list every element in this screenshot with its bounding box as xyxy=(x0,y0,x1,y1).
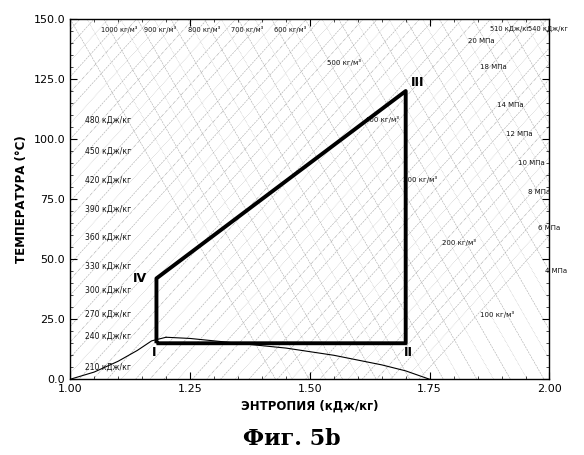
Text: 300 кДж/кг: 300 кДж/кг xyxy=(85,286,131,295)
Text: 18 МПа: 18 МПа xyxy=(480,64,507,70)
Text: 600 кг/м³: 600 кг/м³ xyxy=(274,26,306,33)
Text: 4 МПа: 4 МПа xyxy=(545,268,567,274)
Text: 540 кДж/кг: 540 кДж/кг xyxy=(528,26,568,32)
Text: 240 кДж/кг: 240 кДж/кг xyxy=(85,332,131,340)
Text: 12 МПа: 12 МПа xyxy=(506,131,533,137)
Text: 400 кг/м³: 400 кг/м³ xyxy=(365,116,399,123)
Text: 800 кг/м³: 800 кг/м³ xyxy=(187,26,220,33)
Text: 6 МПа: 6 МПа xyxy=(537,225,559,231)
Text: 360 кДж/кг: 360 кДж/кг xyxy=(85,233,131,242)
Text: 900 кг/м³: 900 кг/м³ xyxy=(144,26,176,33)
Text: II: II xyxy=(404,346,412,359)
Text: 700 кг/м³: 700 кг/м³ xyxy=(231,26,263,33)
Text: I: I xyxy=(152,346,157,359)
Y-axis label: ТЕМПЕРАТУРА (°C): ТЕМПЕРАТУРА (°C) xyxy=(15,135,28,263)
Text: 100 кг/м³: 100 кг/м³ xyxy=(480,311,514,318)
Text: 450 кДж/кг: 450 кДж/кг xyxy=(85,147,131,156)
Text: 510 кДж/кг: 510 кДж/кг xyxy=(489,26,529,32)
Text: 1000 кг/м³: 1000 кг/м³ xyxy=(101,26,138,33)
Text: 390 кДж/кг: 390 кДж/кг xyxy=(85,204,131,213)
Text: 20 МПа: 20 МПа xyxy=(468,38,495,44)
Text: 200 кг/м³: 200 кг/м³ xyxy=(442,239,475,246)
Text: 270 кДж/кг: 270 кДж/кг xyxy=(85,310,131,319)
Text: 10 МПа: 10 МПа xyxy=(519,160,545,166)
Text: Фиг. 5b: Фиг. 5b xyxy=(243,429,341,450)
Text: 14 МПа: 14 МПа xyxy=(497,102,523,108)
Text: 8 МПа: 8 МПа xyxy=(528,189,550,195)
X-axis label: ЭНТРОПИЯ (кДж/кг): ЭНТРОПИЯ (кДж/кг) xyxy=(241,399,378,413)
Text: 500 кг/м³: 500 кг/м³ xyxy=(326,59,360,66)
Text: IV: IV xyxy=(133,272,147,285)
Text: 210 кДж/кг: 210 кДж/кг xyxy=(85,363,131,372)
Text: 480 кДж/кг: 480 кДж/кг xyxy=(85,116,131,124)
Text: 420 кДж/кг: 420 кДж/кг xyxy=(85,176,131,184)
Text: 330 кДж/кг: 330 кДж/кг xyxy=(85,262,131,271)
Text: III: III xyxy=(411,76,424,89)
Text: 300 кг/м³: 300 кг/м³ xyxy=(404,177,437,183)
